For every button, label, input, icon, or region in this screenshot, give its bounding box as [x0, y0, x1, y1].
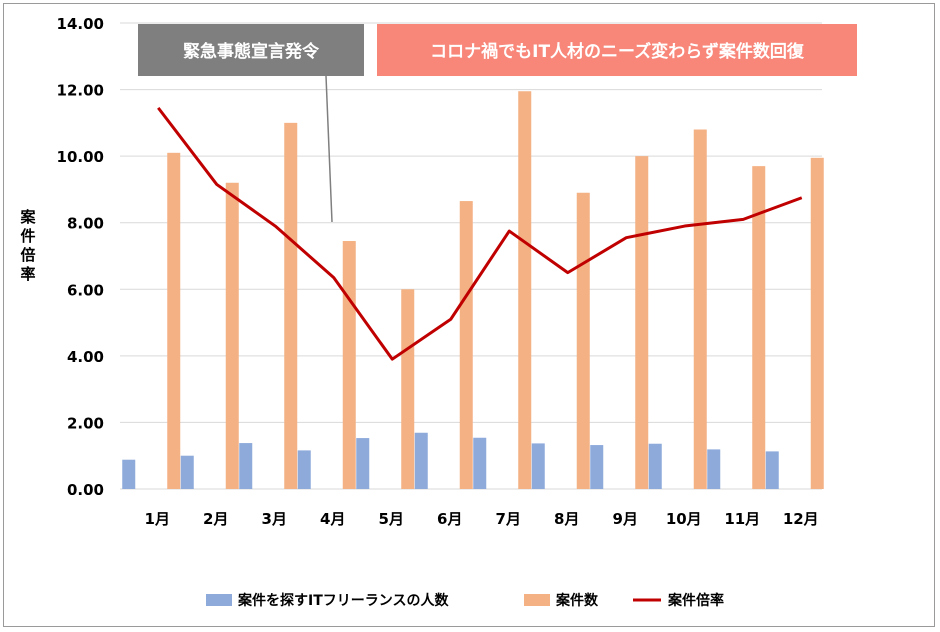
x-tick-label: 5月	[379, 510, 404, 528]
bar-projects	[635, 156, 649, 489]
bar-projects	[752, 166, 766, 489]
y-tick-label: 2.00	[67, 414, 104, 432]
x-tick-label: 2月	[203, 510, 228, 528]
y-tick-labels: 0.00 2.00 4.00 6.00 8.00 10.00 12.00 14.00	[57, 15, 104, 499]
bar-freelancers	[356, 438, 370, 489]
bar-freelancers	[473, 437, 487, 489]
bar-freelancers	[765, 451, 779, 489]
x-tick-label: 12月	[783, 510, 819, 528]
annotation-emergency-box	[138, 24, 364, 76]
x-tick-label: 8月	[554, 510, 579, 528]
bar-freelancers	[239, 443, 253, 489]
y-tick-label: 12.00	[57, 82, 104, 100]
y-axis-label: 案件倍率	[19, 208, 36, 283]
bar-freelancers	[590, 445, 604, 489]
bar-projects	[225, 182, 239, 489]
bar-projects	[518, 91, 532, 489]
legend-swatch-projects	[524, 594, 550, 606]
annotation-recovery-box	[377, 24, 857, 76]
bar-projects	[342, 241, 356, 489]
legend-label-freelancers: 案件を探すITフリーランスの人数	[237, 592, 449, 609]
x-tick-label: 10月	[666, 510, 702, 528]
y-tick-label: 10.00	[57, 148, 104, 166]
legend-label-projects: 案件数	[555, 592, 599, 609]
x-tick-label: 4月	[320, 510, 345, 528]
y-tick-label: 6.00	[67, 281, 104, 299]
bar-projects	[401, 289, 415, 489]
x-tick-label: 3月	[262, 510, 287, 528]
x-tick-label: 7月	[496, 510, 521, 528]
y-tick-label: 8.00	[67, 215, 104, 233]
legend: 案件を探すITフリーランスの人数 案件数 案件倍率	[206, 592, 724, 609]
x-tick-label: 6月	[437, 510, 462, 528]
line-series	[157, 106, 803, 361]
x-tick-label: 1月	[145, 510, 170, 528]
x-tick-labels: 1月 2月 3月 4月 5月 6月 7月 8月 9月 10月 11月 12月	[145, 510, 819, 528]
bar-projects	[167, 152, 181, 490]
bar-projects	[576, 192, 590, 489]
bar-freelancers	[707, 449, 721, 489]
annotation-recovery-text: コロナ禍でもIT人材のニーズ変わらず案件数回復	[430, 41, 805, 62]
y-tick-label: 0.00	[67, 481, 104, 499]
y-tick-label: 4.00	[67, 348, 104, 366]
bar-projects	[284, 122, 298, 489]
bar-freelancers	[414, 432, 428, 489]
bar-freelancers	[122, 459, 136, 489]
bar-projects	[459, 201, 473, 490]
bar-freelancers	[180, 455, 194, 489]
x-tick-label: 9月	[613, 510, 638, 528]
line-ratio	[157, 106, 803, 361]
bar-freelancers	[531, 443, 545, 489]
bar-projects	[693, 129, 707, 489]
y-tick-label: 14.00	[57, 15, 104, 33]
legend-label-ratio: 案件倍率	[667, 592, 724, 609]
bar-freelancers	[648, 443, 662, 489]
annotation-emergency-pointer	[325, 75, 333, 223]
legend-swatch-freelancers	[206, 594, 232, 606]
bar-projects	[810, 157, 824, 490]
x-tick-label: 11月	[724, 510, 760, 528]
annotation-emergency-text: 緊急事態宣言発令	[183, 41, 320, 62]
bars	[122, 91, 824, 490]
bar-freelancers	[297, 450, 311, 489]
